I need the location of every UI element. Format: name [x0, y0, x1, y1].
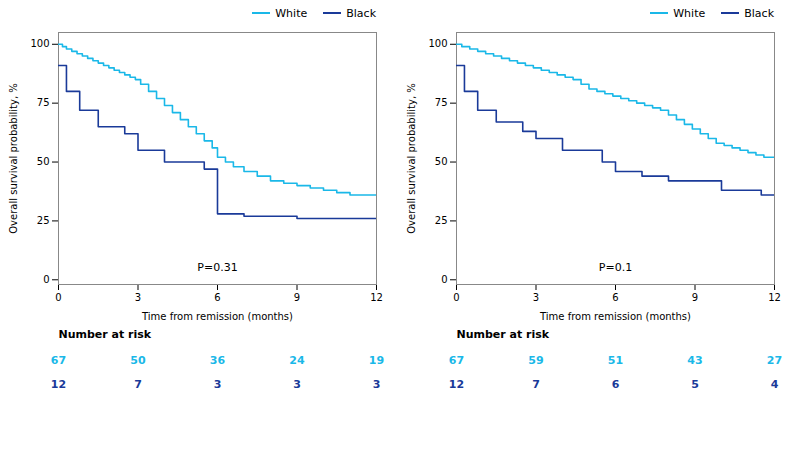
svg-text:3: 3 — [214, 378, 222, 391]
svg-text:0: 0 — [55, 292, 61, 303]
svg-text:0: 0 — [43, 274, 49, 285]
svg-text:0: 0 — [441, 274, 447, 285]
svg-text:24: 24 — [289, 354, 305, 367]
svg-text:9: 9 — [294, 292, 300, 303]
html-text:Black: Black — [346, 6, 376, 20]
svg-text:4: 4 — [771, 378, 779, 391]
svg-text:27: 27 — [767, 354, 782, 367]
svg-text:6: 6 — [612, 292, 618, 303]
svg-text:3: 3 — [373, 378, 381, 391]
svg-text:Overall survival probability,: Overall survival probability, % — [406, 83, 417, 234]
svg-text:6: 6 — [214, 292, 220, 303]
svg-text:0: 0 — [453, 292, 459, 303]
svg-text:6: 6 — [612, 378, 620, 391]
svg-text:59: 59 — [528, 354, 543, 367]
svg-text:12: 12 — [449, 378, 464, 391]
html-text:White: White — [275, 6, 308, 20]
svg-text:7: 7 — [532, 378, 540, 391]
svg-text:Time from remission (months): Time from remission (months) — [141, 311, 293, 322]
svg-text:Number at risk: Number at risk — [59, 328, 152, 341]
svg-text:P=0.31: P=0.31 — [197, 261, 237, 274]
svg-text:67: 67 — [449, 354, 464, 367]
svg-text:67: 67 — [51, 354, 66, 367]
svg-text:43: 43 — [687, 354, 702, 367]
svg-text:3: 3 — [293, 378, 301, 391]
svg-text:51: 51 — [608, 354, 623, 367]
svg-text:50: 50 — [435, 156, 448, 167]
svg-text:Overall survival probability,: Overall survival probability, % — [8, 83, 19, 234]
svg-text:12: 12 — [370, 292, 383, 303]
html-text:Black: Black — [744, 6, 774, 20]
svg-text:P=0.1: P=0.1 — [599, 261, 632, 274]
svg-text:7: 7 — [134, 378, 142, 391]
svg-text:50: 50 — [37, 156, 50, 167]
svg-text:19: 19 — [369, 354, 384, 367]
svg-text:9: 9 — [692, 292, 698, 303]
svg-text:25: 25 — [37, 215, 50, 226]
svg-text:75: 75 — [435, 97, 448, 108]
svg-text:12: 12 — [768, 292, 781, 303]
svg-text:100: 100 — [30, 38, 49, 49]
svg-text:5: 5 — [691, 378, 699, 391]
svg-text:Time from remission (months): Time from remission (months) — [539, 311, 691, 322]
svg-text:Number at risk: Number at risk — [457, 328, 550, 341]
svg-text:100: 100 — [428, 38, 447, 49]
svg-text:3: 3 — [135, 292, 141, 303]
html-text:White: White — [673, 6, 706, 20]
svg-text:25: 25 — [435, 215, 448, 226]
svg-text:36: 36 — [210, 354, 226, 367]
svg-text:50: 50 — [130, 354, 146, 367]
svg-text:75: 75 — [37, 97, 50, 108]
svg-text:12: 12 — [51, 378, 66, 391]
svg-text:3: 3 — [533, 292, 539, 303]
